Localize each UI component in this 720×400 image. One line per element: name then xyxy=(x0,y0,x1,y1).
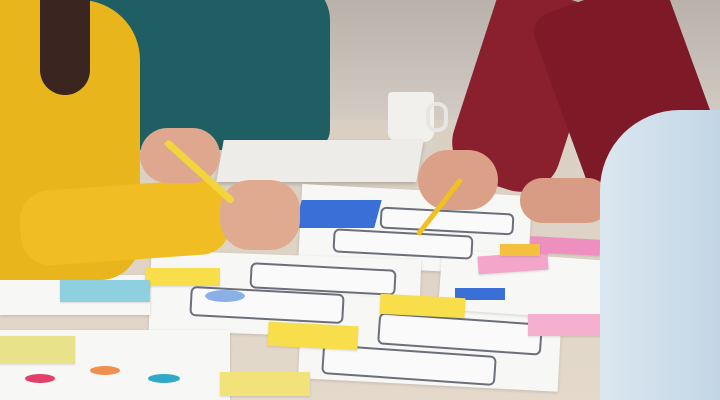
color-dot xyxy=(148,374,180,383)
sticky-note-yellow xyxy=(267,321,359,351)
mug-handle xyxy=(426,102,448,132)
blue-dot xyxy=(205,290,245,302)
color-dot xyxy=(90,366,120,375)
notebook-icon xyxy=(216,140,424,182)
blue-block xyxy=(455,288,505,300)
color-dot xyxy=(25,374,55,383)
hand xyxy=(220,180,300,250)
sticky-note-blue xyxy=(60,280,150,302)
sticky-note-yellow xyxy=(145,268,220,286)
yellow-sleeve xyxy=(17,177,233,268)
blue-block xyxy=(294,200,382,228)
light-blue-sleeve xyxy=(600,110,720,400)
hair xyxy=(40,0,90,95)
sticky-note-pink xyxy=(528,314,608,336)
sticky-note-yellow xyxy=(0,336,75,364)
sticky-note-yellow xyxy=(220,372,310,396)
sticky-note-orange xyxy=(500,244,540,256)
hand xyxy=(520,178,610,223)
